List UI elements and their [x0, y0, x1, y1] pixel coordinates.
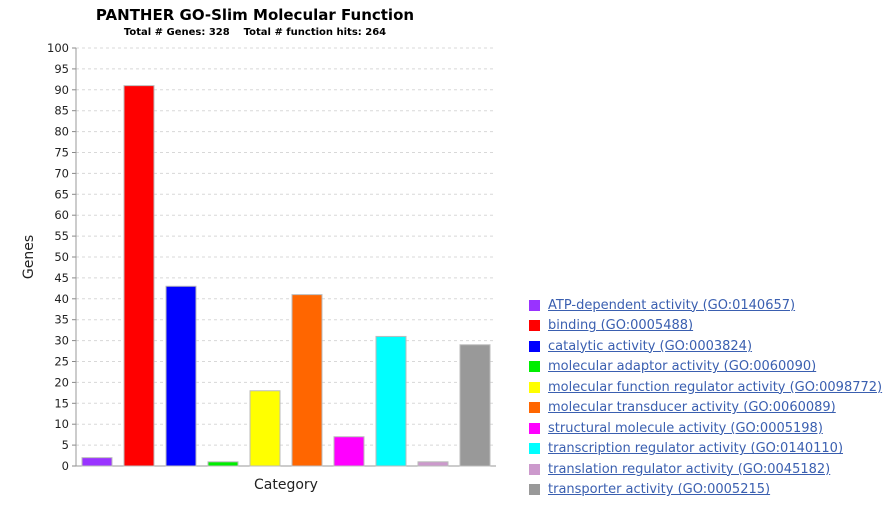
x-axis-label: Category	[254, 477, 318, 493]
bar-chart: 0 5 10 15 20 25 30 35 40 45 50 55 60 65 70 75 80 85 90 95 10…	[21, 41, 496, 493]
chart-title: PANTHER GO-Slim Molecular Function	[95, 6, 415, 24]
legend-item: transcription regulator activity (GO:014…	[529, 439, 879, 460]
legend-link[interactable]: catalytic activity (GO:0003824)	[548, 338, 753, 354]
legend-link[interactable]: binding (GO:0005488)	[548, 318, 694, 334]
legend-item: structural molecule activity (GO:0005198…	[529, 418, 879, 439]
y-tick-label: 50	[54, 250, 69, 264]
bar-5	[249, 390, 281, 467]
bar-8	[375, 335, 407, 467]
y-tick-label: 15	[54, 396, 69, 410]
bar-7	[333, 436, 365, 467]
y-tick-label: 70	[54, 166, 69, 180]
y-tick-label: 85	[54, 104, 69, 118]
legend-swatch	[529, 299, 540, 311]
y-axis-label: Genes	[21, 235, 37, 279]
legend-swatch	[529, 463, 540, 475]
y-tick-label: 35	[54, 313, 69, 327]
y-tick-label: 90	[54, 83, 69, 97]
chart-area: PANTHER GO-Slim Molecular Function Total…	[21, 6, 496, 493]
legend-link[interactable]: transcription regulator activity (GO:014…	[548, 441, 844, 457]
y-tick-label: 45	[54, 271, 69, 285]
chart-legend: ATP-dependent activity (GO:0140657) bindi…	[529, 295, 883, 501]
bar-9	[417, 461, 449, 467]
bar-1	[81, 457, 113, 467]
legend-link[interactable]: translation regulator activity (GO:00451…	[548, 461, 831, 477]
y-tick-label: 60	[54, 208, 69, 222]
legend-swatch	[529, 422, 540, 434]
legend-swatch	[529, 340, 540, 352]
legend-item: molecular adaptor activity (GO:0060090)	[529, 357, 879, 378]
legend-item: ATP-dependent activity (GO:0140657)	[529, 295, 879, 316]
legend-link[interactable]: molecular adaptor activity (GO:0060090)	[548, 359, 817, 375]
legend-item: transporter activity (GO:0005215)	[529, 480, 879, 501]
y-tick-label: 5	[62, 438, 69, 452]
bar-3	[165, 285, 197, 467]
legend-link[interactable]: structural molecule activity (GO:0005198…	[548, 420, 823, 436]
y-tick-label: 25	[54, 355, 69, 369]
y-tick-label: 75	[54, 146, 69, 160]
y-tick-label: 20	[54, 375, 69, 389]
y-tick-label: 95	[54, 62, 69, 76]
bar-10	[459, 344, 491, 467]
legend-link[interactable]: molecular transducer activity (GO:006008…	[548, 400, 836, 416]
y-tick-label: 0	[62, 459, 69, 473]
legend-link[interactable]: transporter activity (GO:0005215)	[548, 482, 771, 498]
y-tick-label: 40	[54, 292, 69, 306]
legend-item: molecular transducer activity (GO:006008…	[529, 398, 879, 419]
legend-item: catalytic activity (GO:0003824)	[529, 336, 879, 357]
bar-6	[291, 294, 323, 467]
legend-swatch	[529, 320, 540, 332]
legend-swatch	[529, 381, 540, 393]
y-tick-label: 10	[54, 417, 69, 431]
legend-swatch	[529, 484, 540, 496]
y-tick-label: 55	[54, 229, 69, 243]
legend-swatch	[529, 402, 540, 414]
legend-item: translation regulator activity (GO:00451…	[529, 459, 879, 480]
legend-swatch	[529, 443, 540, 455]
legend-swatch	[529, 361, 540, 373]
legend-item: molecular function regulator activity (G…	[529, 377, 883, 398]
chart-subtitle: Total # Genes: 328 Total # function hits…	[123, 27, 387, 38]
y-tick-label: 30	[54, 334, 69, 348]
y-tick-label: 100	[47, 41, 69, 55]
y-tick-label: 80	[54, 125, 69, 139]
legend-link[interactable]: ATP-dependent activity (GO:0140657)	[548, 297, 796, 313]
bar-4	[207, 461, 239, 467]
legend-item: binding (GO:0005488)	[529, 316, 879, 337]
bar-2	[123, 85, 155, 467]
y-tick-label: 65	[54, 187, 69, 201]
legend-link[interactable]: molecular function regulator activity (G…	[548, 379, 883, 395]
